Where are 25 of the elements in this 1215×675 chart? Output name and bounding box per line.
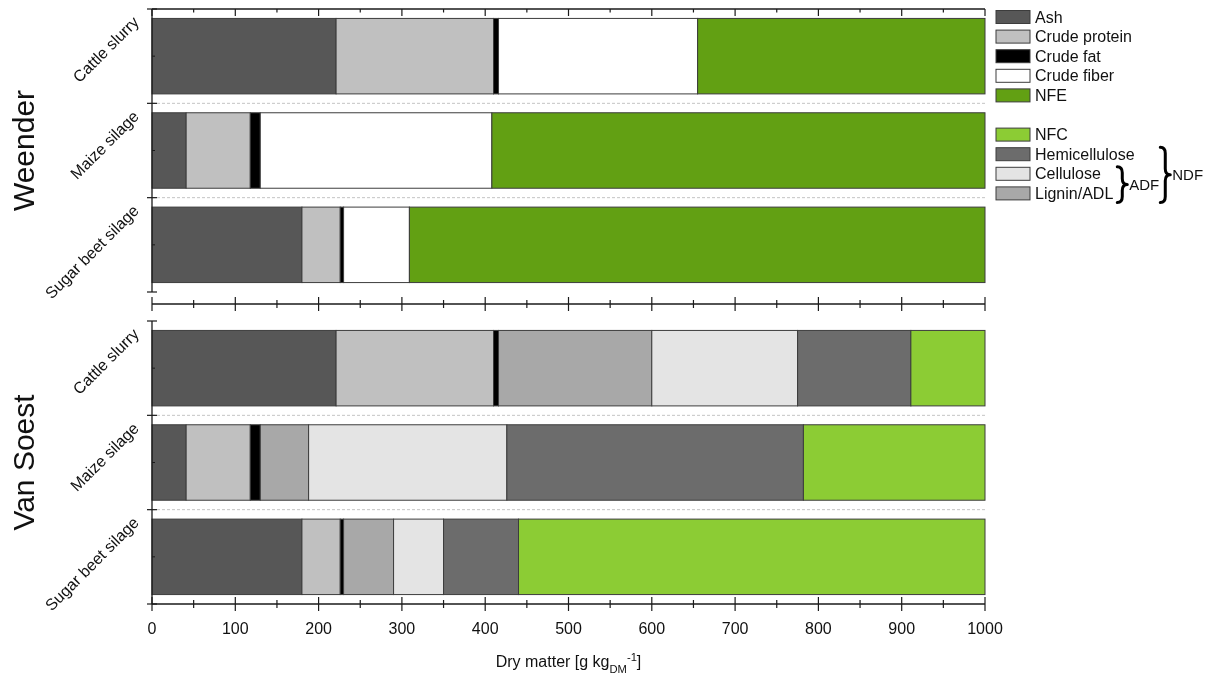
legend-label: Crude fat [1035,47,1102,65]
x-tick-label: 700 [721,620,749,637]
x-tick-label: 300 [388,620,416,637]
x-tick-label: 500 [555,620,582,637]
legend-label: Cellulose [1035,165,1101,183]
legend-label: Ash [1035,8,1063,26]
y-axis-title: Weender [7,89,40,212]
legend-label: NFE [1035,86,1067,104]
x-tick-label: 1000 [967,620,1003,637]
legend-label: Crude protein [1035,28,1132,46]
text: NDF [1172,166,1204,184]
x-tick-label: 100 [221,620,249,637]
legend-label: Crude fiber [1035,67,1115,85]
x-tick-label: 200 [305,620,333,637]
x-tick-label: 600 [638,620,666,637]
y-axis-title: Van Soest [7,393,40,531]
legend-label: Hemicellulose [1035,145,1135,163]
legend-label: Lignin/ADL [1035,184,1114,202]
x-tick-label: 400 [471,620,499,637]
text: ADF [1129,176,1160,194]
x-axis-title: Dry matter [g kg$_{DM}$$^{-1}$] [495,651,642,675]
x-tick-label: 800 [805,620,832,637]
legend-label: NFC [1035,126,1068,144]
x-tick-label: 0 [147,620,157,637]
x-tick-label: 900 [888,620,916,637]
